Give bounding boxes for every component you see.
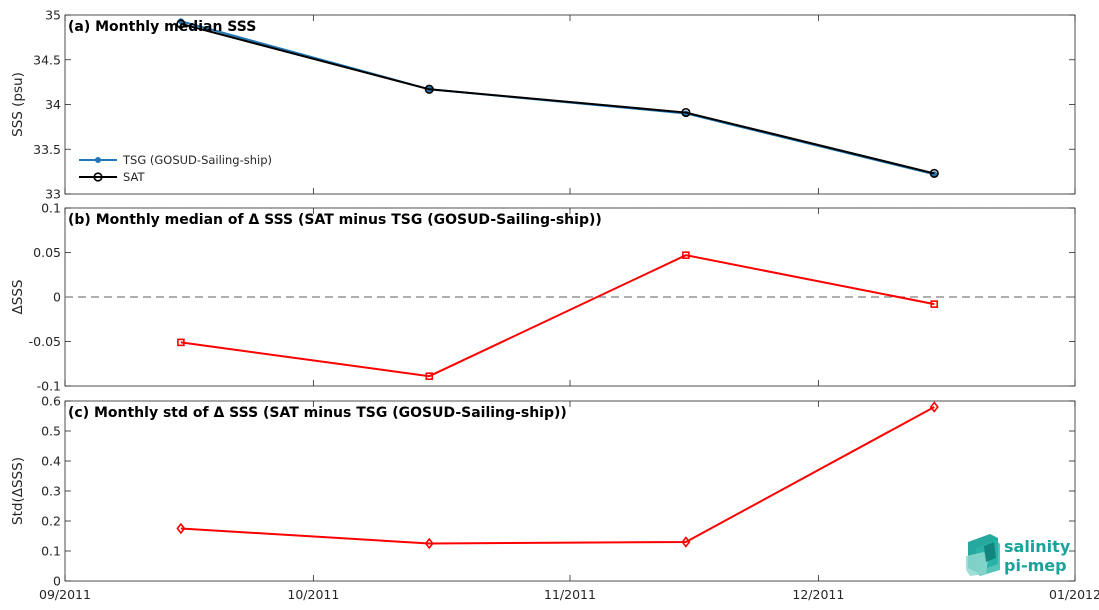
panel-3-ytick-label-6: 0.6 bbox=[41, 394, 61, 409]
panel-1-ytick-label-4: 35 bbox=[45, 8, 61, 23]
panel-3-ytick-label-4: 0.4 bbox=[41, 454, 61, 469]
legend-label-0: TSG (GOSUD-Sailing-ship) bbox=[122, 153, 272, 167]
panel-2-series-0-point-2 bbox=[682, 251, 690, 259]
xtick-label-4: 01/2012 bbox=[1049, 587, 1099, 602]
panel-3-ytick-label-5: 0.5 bbox=[41, 424, 61, 439]
salinity-pimep-logo: salinity pi-mep bbox=[966, 534, 1071, 576]
panel-1-series-1-point-2 bbox=[681, 107, 691, 118]
panel-3-series-0-point-3 bbox=[929, 401, 939, 413]
panel-1-title: (a) Monthly median SSS bbox=[68, 19, 256, 35]
logo-text-line2: pi-mep bbox=[1004, 556, 1067, 575]
panel-1-ytick-label-3: 34.5 bbox=[33, 52, 61, 67]
logo-text-line1: salinity bbox=[1004, 537, 1071, 556]
panel-3-series-0-point-0 bbox=[176, 522, 186, 535]
panel-1-ytick-label-1: 33.5 bbox=[33, 142, 61, 157]
panel-2-series-0-point-0 bbox=[177, 338, 185, 347]
panel-3-background bbox=[65, 401, 1075, 581]
panel-3-series-0-point-2 bbox=[681, 536, 691, 548]
logo-icon bbox=[966, 534, 1000, 576]
xtick-label-3: 12/2011 bbox=[792, 587, 844, 602]
panel-3-ytick-label-3: 0.3 bbox=[41, 484, 61, 499]
panel-1-series-1-point-3 bbox=[929, 168, 939, 179]
panel-2-series-0-line bbox=[180, 254, 935, 378]
xtick-label-1: 10/2011 bbox=[287, 587, 339, 602]
panel-1-series-1-point-1 bbox=[424, 84, 434, 94]
panel-1-ytick-label-2: 34 bbox=[45, 97, 61, 112]
panel-2-ytick-label-4: 0.1 bbox=[41, 201, 61, 216]
panel-2-series-0-point-1 bbox=[425, 372, 434, 381]
xtick-label-2: 11/2011 bbox=[544, 587, 596, 602]
panel-2-ylabel: ΔSSS bbox=[10, 280, 26, 315]
panel-2-series-0-point-3 bbox=[930, 300, 939, 308]
panel-1-background bbox=[65, 15, 1075, 194]
panel-2-background bbox=[65, 208, 1075, 386]
panel-1-ylabel: SSS (psu) bbox=[10, 72, 26, 137]
panel-2-title: (b) Monthly median of Δ SSS (SAT minus T… bbox=[68, 212, 602, 228]
panel-1-ytick-label-0: 33 bbox=[45, 187, 61, 202]
panel-3-title: (c) Monthly std of Δ SSS (SAT minus TSG … bbox=[68, 405, 567, 421]
panel-3-ytick-label-1: 0.1 bbox=[41, 544, 61, 559]
panel-3-ytick-label-2: 0.2 bbox=[41, 514, 61, 529]
xtick-label-0: 09/2011 bbox=[39, 587, 91, 602]
panel-3-ylabel: Std(ΔSSS) bbox=[10, 457, 26, 525]
panel-1-series-1-point-0 bbox=[176, 19, 186, 29]
panel-2-ytick-label-3: 0.05 bbox=[33, 245, 61, 260]
panel-1-series-1-line bbox=[180, 22, 935, 175]
panel-2-ytick-label-1: -0.05 bbox=[29, 334, 61, 349]
panel-3-ytick-label-0: 0 bbox=[53, 574, 61, 589]
panel-3-series-0-line bbox=[180, 406, 935, 545]
legend-label-1: SAT bbox=[123, 170, 145, 184]
panel-2-ytick-label-0: -0.1 bbox=[37, 379, 61, 394]
panel-3-series-0-point-1 bbox=[424, 537, 434, 550]
legend-swatch-marker-1 bbox=[93, 172, 103, 182]
panel-2-ytick-label-2: 0 bbox=[53, 290, 61, 305]
legend-swatch-marker-0 bbox=[95, 157, 101, 163]
